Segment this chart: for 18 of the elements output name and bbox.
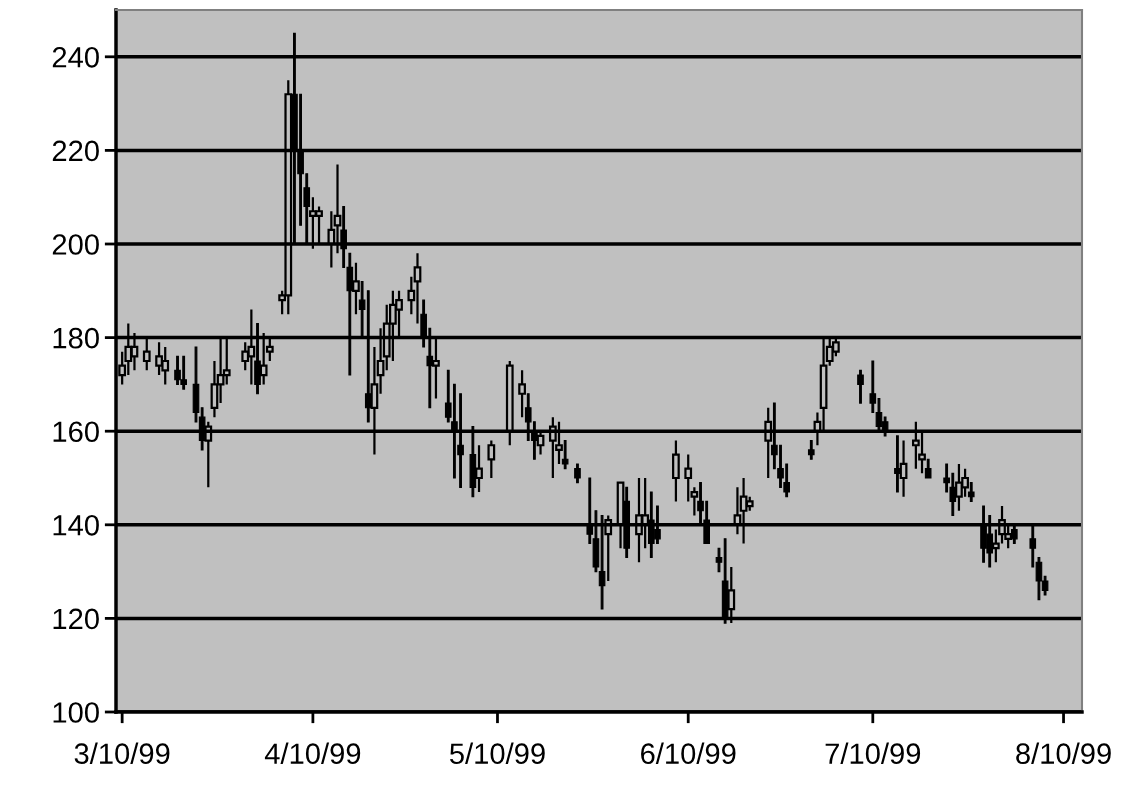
y-tick-label: 240 bbox=[52, 47, 99, 68]
y-tick-label: 160 bbox=[53, 421, 99, 443]
candlestick bbox=[857, 369, 864, 404]
y-tick-label: 140 bbox=[53, 515, 99, 536]
x-tick-label: 4/10/99 bbox=[264, 742, 361, 764]
y-tick-label: 180 bbox=[53, 327, 99, 349]
x-tick-label: 7/10/99 bbox=[825, 742, 921, 764]
y-tick-label: 100 bbox=[53, 702, 99, 723]
candlestick bbox=[807, 440, 815, 460]
x-tick-label: 3/10/99 bbox=[74, 742, 170, 764]
candlestick bbox=[672, 439, 680, 503]
x-tick-label: 8/10/99 bbox=[1016, 742, 1111, 764]
x-tick-label: 5/10/99 bbox=[449, 742, 545, 764]
x-tick-label: 6/10/99 bbox=[641, 742, 736, 764]
y-tick-label: 120 bbox=[53, 608, 99, 630]
candlestick bbox=[487, 439, 496, 480]
y-tick-label: 220 bbox=[52, 140, 99, 162]
y-tick-label: 200 bbox=[52, 234, 99, 255]
